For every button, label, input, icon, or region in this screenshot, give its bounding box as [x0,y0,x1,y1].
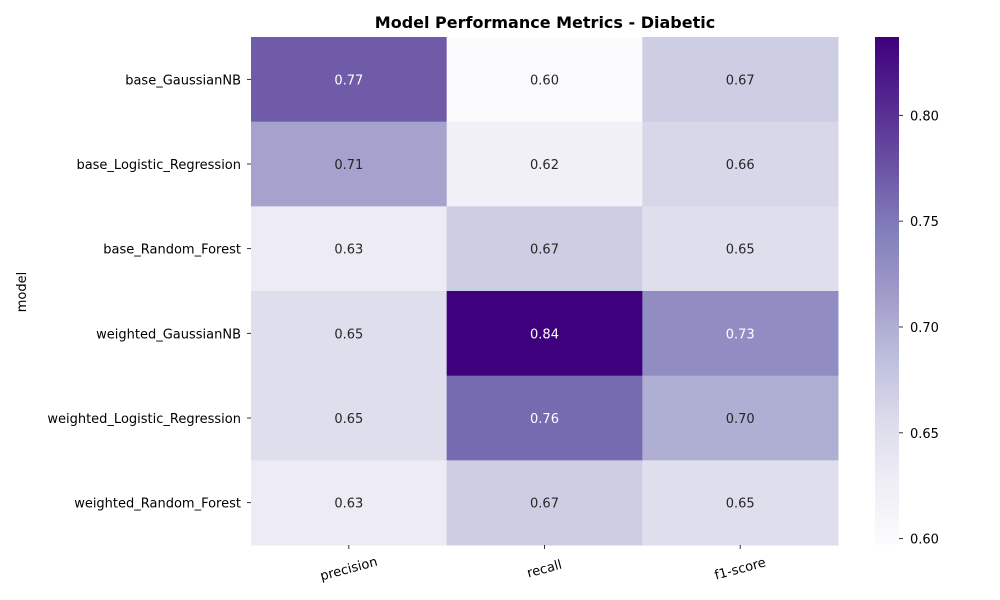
x-tick-labels: precision recall f1-score [319,545,768,584]
y-tick-label: weighted_Logistic_Regression [47,412,241,427]
cell-value-label: 0.67 [530,497,559,512]
y-axis-label: model [15,272,30,312]
chart-title: Model Performance Metrics - Diabetic [375,13,715,32]
cell-value-label: 0.66 [726,158,755,173]
y-tick-label: base_Logistic_Regression [76,158,241,173]
x-tick-label: recall [526,558,564,582]
y-tick-label: weighted_Random_Forest [74,497,241,512]
cell-value-label: 0.67 [726,73,755,88]
colorbar-tick-label: 0.80 [910,109,939,124]
cell-value-label: 0.73 [726,327,755,342]
cell-value-label: 0.76 [530,412,559,427]
cell-value-label: 0.77 [334,73,363,88]
y-tick-label: base_Random_Forest [103,243,241,258]
y-tick-labels: base_GaussianNB base_Logistic_Regressionb… [47,73,251,511]
y-tick-label: weighted_GaussianNB [96,327,241,342]
cell-value-label: 0.84 [530,327,559,342]
cell-value-label: 0.60 [530,73,559,88]
colorbar-tick-label: 0.65 [910,427,939,442]
cell-value-label: 0.65 [726,497,755,512]
heatmap-cells: 0.77 0.60 0.67 0.71 0.62 0.66 0.63 0.67 0.65 0.65… [251,37,839,546]
cell-value-label: 0.62 [530,158,559,173]
colorbar-tick-label: 0.60 [910,533,939,548]
x-tick-label: f1-score [713,555,768,583]
cell-value-label: 0.65 [334,412,363,427]
cell-value-label: 0.71 [334,158,363,173]
y-tick-label: base_GaussianNB [125,73,241,88]
cell-value-label: 0.67 [530,243,559,258]
cell-value-label: 0.65 [726,243,755,258]
colorbar-tick-label: 0.70 [910,321,939,336]
cell-value-label: 0.63 [334,243,363,258]
cell-value-label: 0.65 [334,327,363,342]
colorbar-tick-label: 0.75 [910,215,939,230]
colorbar [875,37,899,545]
x-tick-label: precision [319,555,380,585]
colorbar-ticks: 0.60 0.65 0.70 0.75 0.80 [899,109,939,547]
cell-value-label: 0.63 [334,497,363,512]
cell-value-label: 0.70 [726,412,755,427]
